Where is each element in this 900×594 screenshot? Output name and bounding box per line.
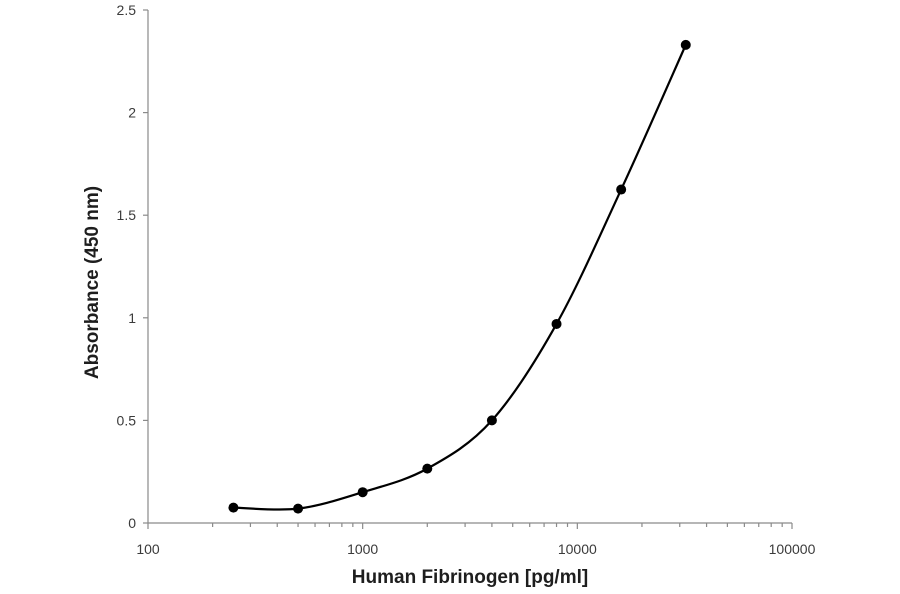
- y-tick-label: 2.5: [117, 2, 137, 18]
- data-point: [680, 39, 691, 50]
- data-point: [486, 415, 497, 426]
- x-axis-minor-ticks: [212, 523, 783, 527]
- axes: [147, 10, 792, 524]
- y-tick-label: 2: [128, 105, 136, 121]
- y-tick-label: 1: [128, 310, 136, 326]
- y-tick-label: 0.5: [117, 412, 137, 428]
- x-tick-label: 100: [136, 541, 160, 557]
- data-point: [293, 503, 304, 514]
- y-tick-label: 1.5: [117, 207, 137, 223]
- x-tick-label: 1000: [347, 541, 378, 557]
- data-points: [228, 39, 691, 514]
- data-point: [551, 318, 562, 329]
- x-tick-label: 10000: [558, 541, 597, 557]
- y-axis-ticks: 0 0.5 1 1.5 2 2.5: [117, 2, 148, 531]
- x-tick-label: 100000: [769, 541, 816, 557]
- fitted-curve: [233, 44, 687, 511]
- x-axis-ticks: 100 1000 10000 100000: [136, 523, 816, 557]
- data-point: [422, 463, 433, 474]
- data-point: [616, 184, 627, 195]
- data-point: [228, 502, 239, 513]
- y-axis-title: Absorbance (450 nm): [82, 186, 103, 379]
- x-axis-title: Human Fibrinogen [pg/ml]: [352, 567, 588, 588]
- y-tick-label: 0: [128, 515, 136, 531]
- data-point: [357, 487, 368, 498]
